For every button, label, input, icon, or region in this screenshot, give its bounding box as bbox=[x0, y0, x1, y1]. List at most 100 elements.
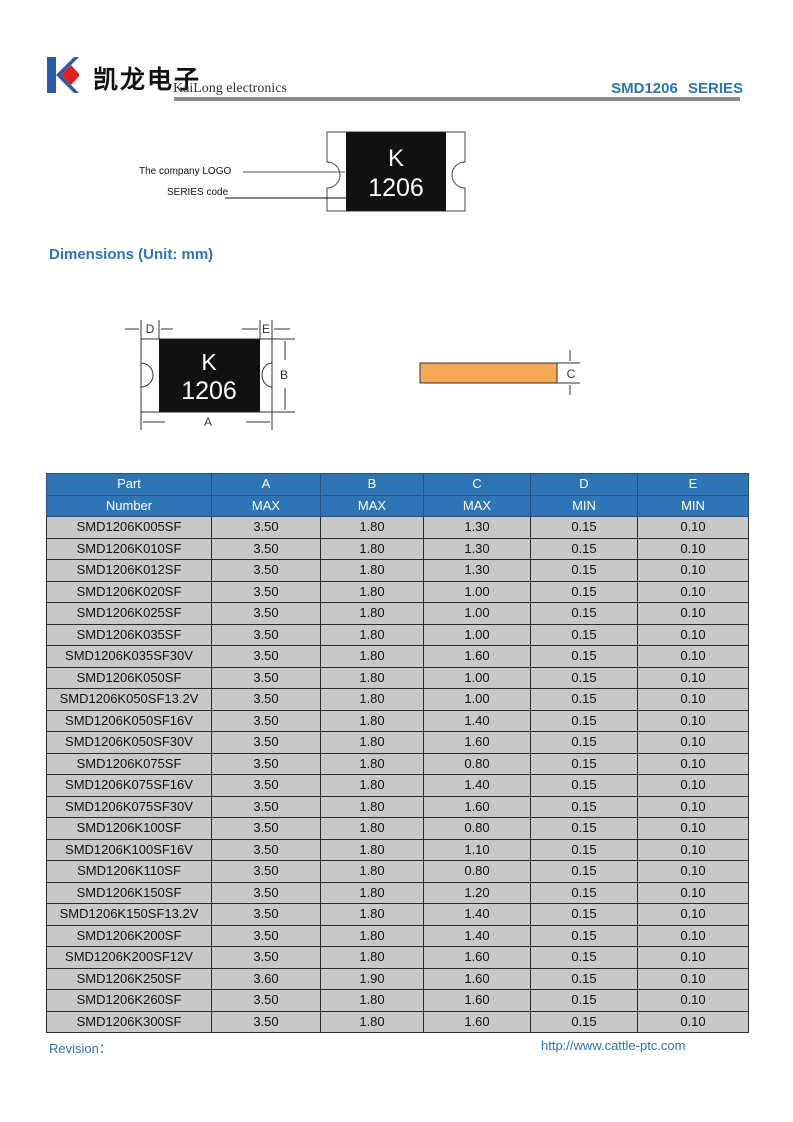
dimension-cell: 1.80 bbox=[320, 516, 424, 539]
dimension-cell: 1.40 bbox=[423, 774, 531, 797]
website-link[interactable]: http://www.cattle-ptc.com bbox=[541, 1038, 686, 1053]
header-cell: MAX bbox=[211, 494, 321, 517]
dimension-cell: 3.50 bbox=[211, 623, 321, 646]
table-row: SMD1206K075SF16V 3.50 1.80 1.40 0.15 0.10 bbox=[46, 774, 749, 797]
dimension-cell: 3.50 bbox=[211, 774, 321, 797]
dimension-cell: 1.00 bbox=[423, 580, 531, 603]
table-row: SMD1206K050SF13.2V 3.50 1.80 1.00 0.15 0.10 bbox=[46, 688, 749, 711]
dimension-cell: 0.10 bbox=[637, 903, 749, 926]
dimension-cell: 3.50 bbox=[211, 645, 321, 668]
dimension-cell: 3.50 bbox=[211, 860, 321, 883]
table-row: SMD1206K150SF13.2V 3.50 1.80 1.40 0.15 0.10 bbox=[46, 903, 749, 926]
part-number-cell: SMD1206K250SF bbox=[46, 967, 212, 990]
dimension-cell: 1.80 bbox=[320, 623, 424, 646]
dimension-cell: 1.80 bbox=[320, 838, 424, 861]
table-row: SMD1206K020SF 3.50 1.80 1.00 0.15 0.10 bbox=[46, 580, 749, 603]
dimension-cell: 3.60 bbox=[211, 967, 321, 990]
header-cell: Part bbox=[46, 473, 212, 496]
part-number-cell: SMD1206K100SF bbox=[46, 817, 212, 840]
part-number-cell: SMD1206K200SF12V bbox=[46, 946, 212, 969]
dimension-cell: 3.50 bbox=[211, 731, 321, 754]
chip-logo-text: K bbox=[201, 349, 217, 375]
part-number-cell: SMD1206K010SF bbox=[46, 537, 212, 560]
dimension-cell: 3.50 bbox=[211, 537, 321, 560]
dimension-cell: 0.10 bbox=[637, 516, 749, 539]
table-row: SMD1206K005SF 3.50 1.80 1.30 0.15 0.10 bbox=[46, 516, 749, 539]
header-cell: MAX bbox=[320, 494, 424, 517]
part-number-cell: SMD1206K150SF13.2V bbox=[46, 903, 212, 926]
dimensions-title: Dimensions (Unit: mm) bbox=[49, 246, 214, 263]
dimension-cell: 1.80 bbox=[320, 989, 424, 1012]
part-number-cell: SMD1206K100SF16V bbox=[46, 838, 212, 861]
dimension-cell: 1.80 bbox=[320, 774, 424, 797]
series-title: SMD1206 SERIES bbox=[611, 80, 743, 97]
dimension-cell: 3.50 bbox=[211, 838, 321, 861]
dimension-cell: 0.10 bbox=[637, 860, 749, 883]
table-row: SMD1206K075SF30V 3.50 1.80 1.60 0.15 0.10 bbox=[46, 795, 749, 818]
dimension-cell: 1.20 bbox=[423, 881, 531, 904]
dimension-cell: 0.15 bbox=[530, 516, 638, 539]
table-row: SMD1206K200SF12V 3.50 1.80 1.60 0.15 0.10 bbox=[46, 946, 749, 969]
dimension-cell: 0.10 bbox=[637, 989, 749, 1012]
dimension-cell: 0.10 bbox=[637, 838, 749, 861]
dimension-cell: 1.80 bbox=[320, 709, 424, 732]
dimension-cell: 1.80 bbox=[320, 860, 424, 883]
dimension-cell: 0.15 bbox=[530, 774, 638, 797]
header-cell: D bbox=[530, 473, 638, 496]
label-d: D bbox=[146, 322, 155, 336]
dimension-cell: 1.00 bbox=[423, 666, 531, 689]
part-number-cell: SMD1206K050SF bbox=[46, 666, 212, 689]
dimension-drawing: D E B A C K 1206 bbox=[125, 320, 580, 430]
table-row: SMD1206K150SF 3.50 1.80 1.20 0.15 0.10 bbox=[46, 881, 749, 904]
table-row: SMD1206K100SF16V 3.50 1.80 1.10 0.15 0.10 bbox=[46, 838, 749, 861]
dimension-cell: 0.10 bbox=[637, 967, 749, 990]
dimension-cell: 0.15 bbox=[530, 752, 638, 775]
label-c: C bbox=[567, 367, 576, 381]
table-row: SMD1206K300SF 3.50 1.80 1.60 0.15 0.10 bbox=[46, 1010, 749, 1033]
dimension-cell: 0.10 bbox=[637, 817, 749, 840]
label-a: A bbox=[204, 415, 212, 429]
chip-series-text: 1206 bbox=[181, 377, 237, 405]
dimension-cell: 1.60 bbox=[423, 795, 531, 818]
dimension-cell: 0.10 bbox=[637, 731, 749, 754]
dimension-cell: 0.10 bbox=[637, 645, 749, 668]
dimension-cell: 1.80 bbox=[320, 903, 424, 926]
dimension-cell: 0.15 bbox=[530, 623, 638, 646]
dimension-cell: 0.80 bbox=[423, 817, 531, 840]
part-number-cell: SMD1206K050SF16V bbox=[46, 709, 212, 732]
label-b: B bbox=[280, 368, 288, 382]
header-cell: B bbox=[320, 473, 424, 496]
dimension-cell: 0.15 bbox=[530, 559, 638, 582]
dimension-cell: 0.80 bbox=[423, 752, 531, 775]
dimension-cell: 0.15 bbox=[530, 817, 638, 840]
part-number-cell: SMD1206K020SF bbox=[46, 580, 212, 603]
dimension-cell: 0.15 bbox=[530, 602, 638, 625]
dimension-cell: 3.50 bbox=[211, 516, 321, 539]
brand-chinese-name: 凯龙电子 bbox=[93, 65, 202, 94]
dimension-cell: 0.10 bbox=[637, 666, 749, 689]
label-e: E bbox=[262, 322, 270, 336]
dimension-cell: 0.10 bbox=[637, 752, 749, 775]
dimension-cell: 3.50 bbox=[211, 924, 321, 947]
header-cell: A bbox=[211, 473, 321, 496]
dimension-cell: 0.10 bbox=[637, 623, 749, 646]
dimension-cell: 0.10 bbox=[637, 537, 749, 560]
part-number-cell: SMD1206K110SF bbox=[46, 860, 212, 883]
table-row: SMD1206K075SF 3.50 1.80 0.80 0.15 0.10 bbox=[46, 752, 749, 775]
dimension-cell: 0.15 bbox=[530, 537, 638, 560]
part-number-cell: SMD1206K012SF bbox=[46, 559, 212, 582]
marking-diagram: K 1206 bbox=[225, 131, 466, 212]
dimension-cell: 1.80 bbox=[320, 731, 424, 754]
dimension-cell: 0.15 bbox=[530, 860, 638, 883]
dimension-cell: 0.15 bbox=[530, 881, 638, 904]
table-row: SMD1206K025SF 3.50 1.80 1.00 0.15 0.10 bbox=[46, 602, 749, 625]
dimension-cell: 1.60 bbox=[423, 967, 531, 990]
dimension-cell: 0.15 bbox=[530, 795, 638, 818]
dimension-cell: 0.80 bbox=[423, 860, 531, 883]
dimension-cell: 3.50 bbox=[211, 1010, 321, 1033]
header-cell: MIN bbox=[637, 494, 749, 517]
dimension-cell: 0.15 bbox=[530, 1010, 638, 1033]
part-number-cell: SMD1206K035SF bbox=[46, 623, 212, 646]
chip-series-text: 1206 bbox=[368, 174, 424, 202]
table-row: SMD1206K010SF 3.50 1.80 1.30 0.15 0.10 bbox=[46, 537, 749, 560]
